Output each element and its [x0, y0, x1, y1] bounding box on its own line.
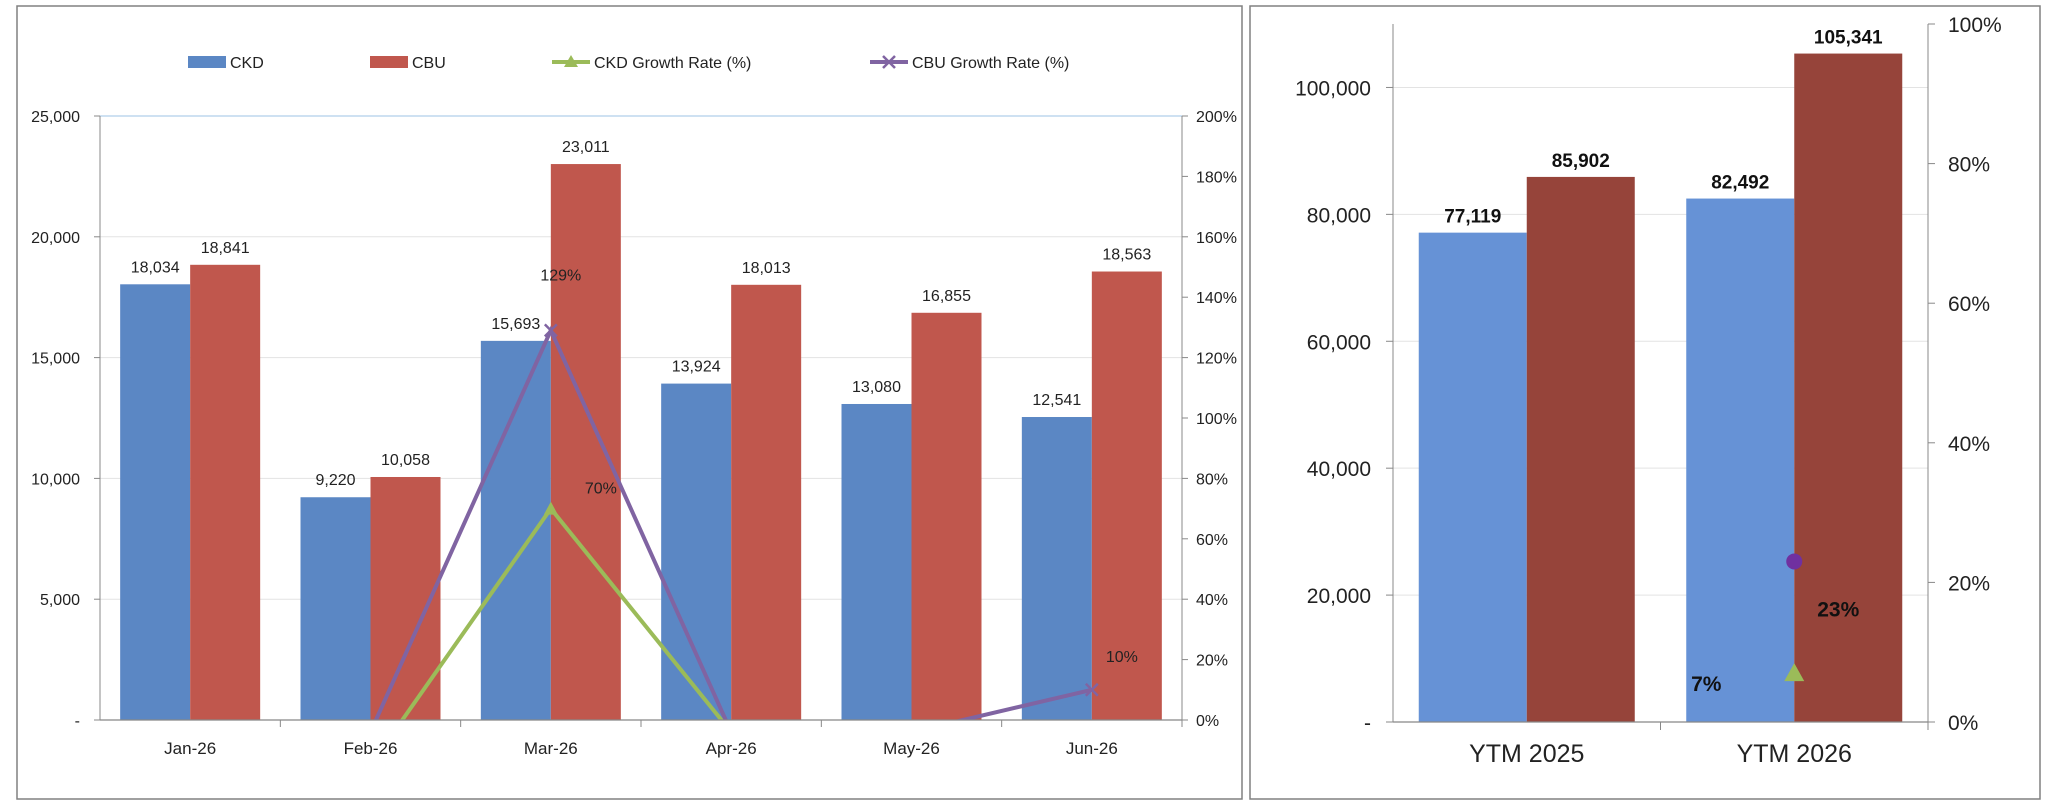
legend-x-marker — [882, 55, 896, 69]
legend-label: CKD Growth Rate (%) — [594, 55, 751, 72]
y2-tick-label: 100% — [1196, 411, 1237, 428]
bar-value-label: 9,220 — [315, 472, 355, 489]
y2-tick-label: 20% — [1196, 653, 1228, 670]
growth-rate-label: 10% — [1106, 649, 1138, 666]
y2-tick-label: 180% — [1196, 169, 1237, 186]
y-tick-label: 25,000 — [31, 109, 80, 126]
y-tick-label: 20,000 — [1307, 585, 1371, 608]
bar-value-label: 13,924 — [672, 359, 721, 376]
bar-ckd — [300, 497, 371, 720]
legend-label: CBU Growth Rate (%) — [912, 55, 1069, 72]
x-tick-label: May-26 — [883, 739, 940, 758]
y-tick-label: 20,000 — [31, 230, 80, 247]
bar-ckd — [1021, 417, 1092, 720]
y2-tick-label: 80% — [1948, 154, 1990, 177]
bar-cbu — [1091, 271, 1162, 720]
bar-ckd — [120, 284, 191, 720]
y2-tick-label: 0% — [1948, 712, 1978, 735]
legend-swatch-ckd — [188, 56, 226, 68]
y2-tick-label: 60% — [1948, 293, 1990, 316]
x-tick-label: Apr-26 — [706, 739, 757, 758]
bar-value-label: 12,541 — [1032, 392, 1081, 409]
x-tick-label: YTM 2025 — [1469, 740, 1584, 768]
y2-tick-label: 100% — [1948, 14, 2002, 37]
bar-cbu — [1794, 53, 1903, 722]
legend-label: CKD — [230, 55, 264, 72]
bar-cbu — [731, 284, 802, 720]
y-tick-label: 60,000 — [1307, 331, 1371, 354]
y2-tick-label: 40% — [1196, 592, 1228, 609]
y-tick-label: 15,000 — [31, 351, 80, 368]
line-cbu-growth-rate- — [373, 325, 1093, 720]
bar-value-label: 23,011 — [562, 139, 610, 156]
y2-tick-label: 0% — [1196, 713, 1219, 730]
bar-value-label: 82,492 — [1711, 173, 1769, 194]
bar-value-label: 13,080 — [852, 379, 901, 396]
bar-value-label: 18,563 — [1102, 247, 1151, 264]
cbu-growth-point — [1786, 553, 1803, 570]
bar-value-label: 18,034 — [131, 259, 180, 276]
bar-value-label: 105,341 — [1814, 28, 1883, 49]
monthly-chart: 25,000 20,000 15,000 10,000 5,000 - 200% 180% 16… — [16, 5, 1243, 800]
cbu-growth-marker — [543, 323, 558, 338]
y2-tick-label: 80% — [1196, 471, 1228, 488]
bar-value-label: 85,902 — [1552, 151, 1610, 172]
y2-tick-label: 120% — [1196, 351, 1237, 368]
legend-triangle-marker — [564, 55, 578, 67]
x-tick-label: Mar-26 — [524, 739, 578, 758]
bar-ckd — [841, 403, 912, 720]
bar-cbu — [1526, 176, 1635, 722]
bar-ckd — [1686, 198, 1795, 722]
y2-tick-label: 40% — [1948, 433, 1990, 456]
bar-value-label: 18,013 — [742, 260, 791, 277]
y-tick-label: 80,000 — [1307, 204, 1371, 227]
bar-value-label: 15,693 — [491, 316, 540, 333]
bar-cbu — [911, 312, 982, 720]
x-tick-label: Feb-26 — [344, 739, 398, 758]
ckd-growth-point — [1784, 663, 1805, 682]
bar-value-label: 77,119 — [1444, 207, 1501, 228]
growth-rate-label: 129% — [540, 267, 581, 284]
y-tick-label: 5,000 — [40, 592, 80, 609]
y2-tick-label: 160% — [1196, 230, 1237, 247]
bar-cbu — [550, 164, 621, 720]
growth-rate-label: 70% — [585, 481, 617, 498]
y-tick-label: 10,000 — [31, 471, 80, 488]
ckd-growth-marker — [543, 501, 558, 515]
growth-rate-label: 7% — [1691, 673, 1722, 696]
x-tick-label: Jan-26 — [164, 739, 216, 758]
y2-tick-label: 140% — [1196, 290, 1237, 307]
y2-tick-label: 200% — [1196, 109, 1237, 126]
y2-tick-label: 60% — [1196, 532, 1228, 549]
legend-swatch-cbu — [370, 56, 408, 68]
bar-ckd — [1418, 232, 1527, 722]
x-tick-label: Jun-26 — [1066, 739, 1118, 758]
bar-cbu — [190, 264, 261, 720]
bar-value-label: 10,058 — [381, 452, 430, 469]
x-tick-label: YTM 2026 — [1737, 740, 1852, 768]
y-tick-label: 40,000 — [1307, 458, 1371, 481]
ytm-chart-border — [1249, 5, 2041, 800]
y-tick-label: 100,000 — [1295, 77, 1371, 100]
bar-value-label: 16,855 — [922, 288, 971, 305]
legend-label: CBU — [412, 55, 446, 72]
bar-value-label: 18,841 — [201, 240, 250, 257]
growth-rate-label: 23% — [1817, 598, 1859, 621]
cbu-growth-marker — [1084, 682, 1099, 697]
bar-ckd — [480, 340, 551, 720]
bar-ckd — [661, 383, 732, 720]
y2-tick-label: 20% — [1948, 572, 1990, 595]
y-tick-label: - — [75, 713, 80, 730]
ytm-chart: 100,000 80,000 60,000 40,000 20,000 - 100% 80% 6… — [1249, 5, 2041, 800]
y-tick-label: - — [1364, 712, 1371, 735]
